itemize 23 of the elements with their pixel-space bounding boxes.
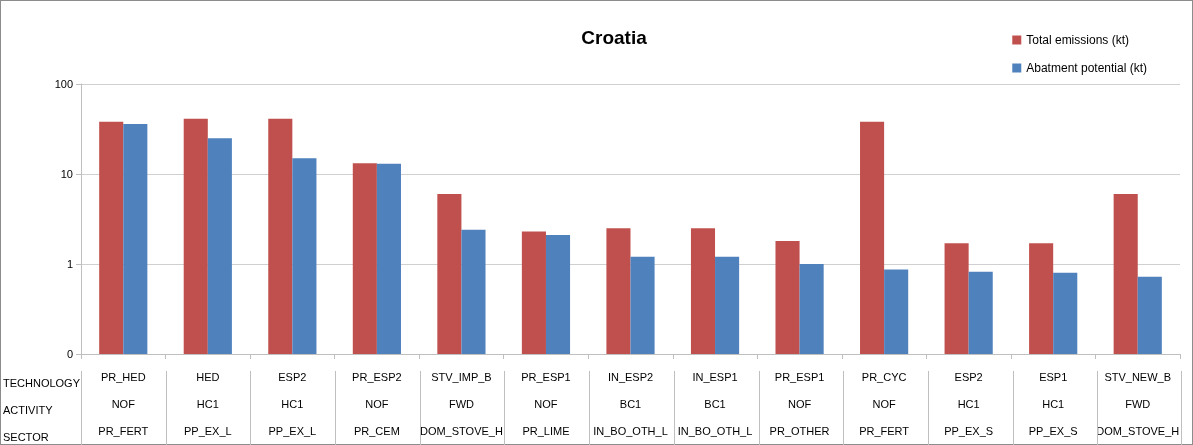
category-label: IN_ESP2 BC1 IN_BO_OTH_L	[593, 370, 668, 437]
category-label: PR_ESP1 NOF PR_OTHER	[769, 370, 830, 437]
category-label: ESP2 HC1 PP_EX_L	[268, 370, 317, 437]
legend-label: Total emissions (kt)	[1026, 33, 1129, 47]
text: TECHNOLOGY	[3, 376, 81, 389]
y-tick-label: 10	[60, 168, 73, 180]
legend-label: Abatment potential (kt)	[1026, 61, 1148, 75]
text: ACTIVITY	[3, 403, 54, 416]
category-label: PR_CYC NOF PR_FERT	[859, 370, 910, 437]
category-label: IN_ESP1 BC1 IN_BO_OTH_L	[677, 370, 753, 437]
category-label: STV_IMP_B FWD DOM_STOVE_H	[419, 370, 503, 437]
category-label: PR_HED NOF PR_FERT	[98, 370, 149, 437]
y-tick-label: 100	[54, 78, 73, 90]
category-label: PR_ESP1 NOF PR_LIME	[521, 370, 571, 437]
category-label: HED HC1 PP_EX_L	[183, 370, 232, 437]
text: SECTOR	[3, 430, 49, 443]
y-tick-label: 0	[66, 348, 73, 360]
y-tick-label: 1	[66, 258, 73, 270]
chart-title: Croatia	[581, 27, 648, 48]
category-label: PR_ESP2 NOF PR_CEM	[352, 370, 402, 437]
category-label: ESP1 HC1 PP_EX_S	[1028, 370, 1078, 437]
category-label: ESP2 HC1 PP_EX_S	[944, 370, 994, 437]
category-label: STV_NEW_B FWD DOM_STOVE_H	[1096, 370, 1180, 437]
